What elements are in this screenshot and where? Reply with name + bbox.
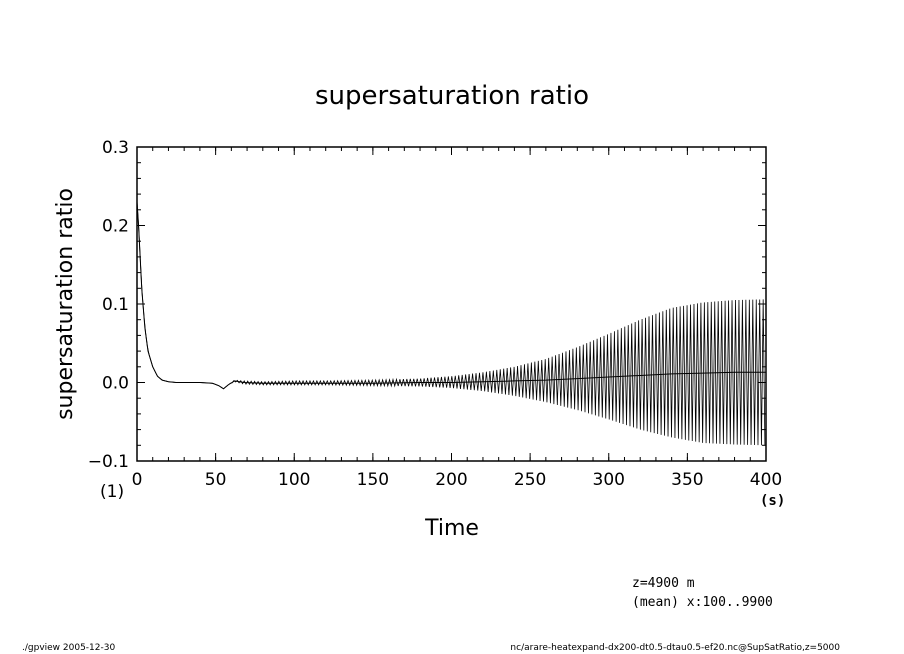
- chart-title: supersaturation ratio: [315, 81, 589, 111]
- y-tick-label: 0.1: [102, 295, 129, 315]
- series-mean-line: [136, 201, 766, 390]
- mean-info-note: (mean) x:100..9900: [632, 595, 773, 610]
- x-tick-label: 200: [435, 470, 467, 490]
- y-tick-label: −0.1: [88, 452, 129, 472]
- x-tick-label: 100: [278, 470, 310, 490]
- x-axis-label: Time: [424, 516, 479, 541]
- y-axis-label: supersaturation ratio: [53, 188, 78, 420]
- y-unit-label: (1): [100, 482, 124, 502]
- footer-left: ./gpview 2005-12-30: [22, 643, 115, 653]
- x-tick-label: 250: [514, 470, 546, 490]
- x-tick-label: 0: [132, 470, 143, 490]
- x-axis-ticks: 0 50 100 150 200 250 300 350 400: [132, 147, 782, 490]
- footer-right: nc/arare-heatexpand-dx200-dt0.5-dtau0.5-…: [510, 643, 840, 653]
- x-unit-label: (s): [760, 493, 785, 509]
- x-tick-label: 50: [205, 470, 227, 490]
- plot-area: [136, 201, 766, 446]
- x-tick-label: 400: [750, 470, 782, 490]
- series-line: [136, 201, 766, 446]
- x-tick-label: 150: [357, 470, 389, 490]
- y-tick-label: 0.0: [102, 374, 129, 394]
- y-tick-label: 0.2: [102, 217, 129, 237]
- x-tick-label: 350: [671, 470, 703, 490]
- x-tick-label: 300: [593, 470, 625, 490]
- z-level-note: z=4900 m: [632, 576, 695, 591]
- y-tick-label: 0.3: [102, 138, 129, 158]
- y-axis-ticks: 0.3 0.2 0.1 0.0 −0.1: [88, 138, 766, 472]
